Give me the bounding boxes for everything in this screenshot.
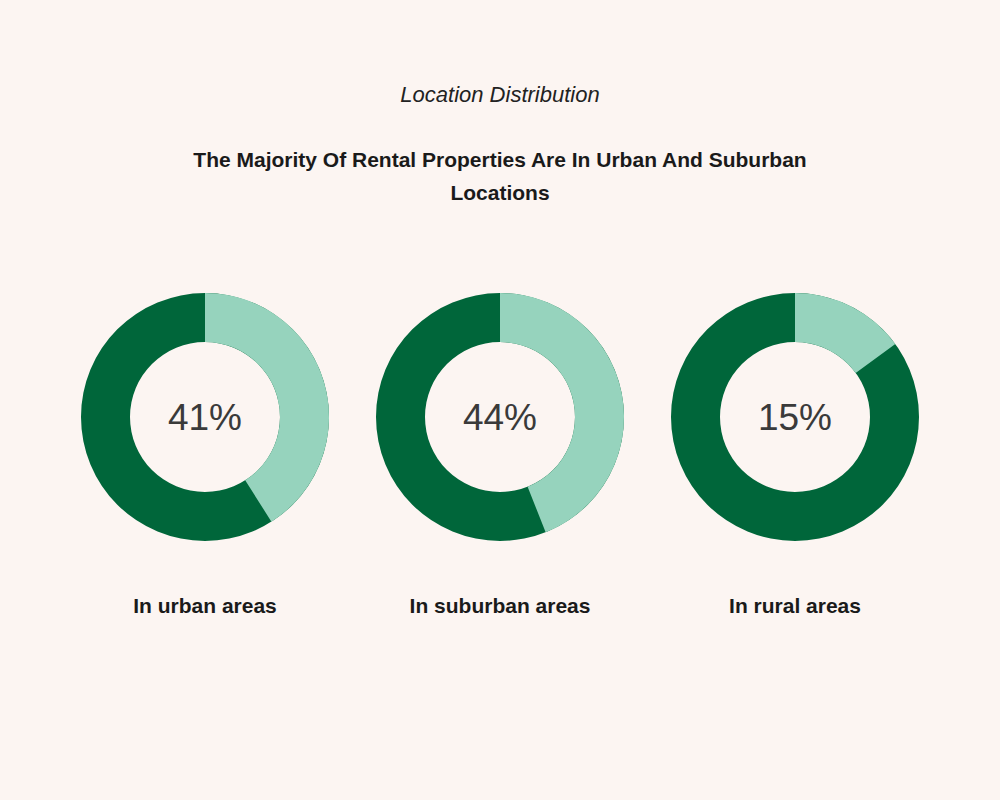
data-label: 41% xyxy=(168,397,242,438)
title-line: Locations xyxy=(450,181,549,204)
labels: 41% In urban areas 44% In suburban areas 15%… xyxy=(133,397,861,617)
donut xyxy=(376,293,624,541)
donut-track xyxy=(671,293,919,541)
donut-track xyxy=(376,293,624,541)
title: The Majority Of Rental Properties Are In… xyxy=(193,148,806,204)
donut xyxy=(81,293,329,541)
donut-arc xyxy=(795,293,895,373)
category-label: In suburban areas xyxy=(410,594,591,617)
donut-track xyxy=(81,293,329,541)
chart-root: Location Distribution The Majority Of Ren… xyxy=(0,0,1000,800)
category-label: In rural areas xyxy=(729,594,861,617)
title-line: The Majority Of Rental Properties Are In… xyxy=(193,148,806,171)
category-label: In urban areas xyxy=(133,594,277,617)
subtitle: Location Distribution xyxy=(400,82,599,107)
background xyxy=(0,0,1000,800)
data-label: 15% xyxy=(758,397,832,438)
donut xyxy=(671,293,919,541)
donuts xyxy=(81,293,919,541)
data-label: 44% xyxy=(463,397,537,438)
